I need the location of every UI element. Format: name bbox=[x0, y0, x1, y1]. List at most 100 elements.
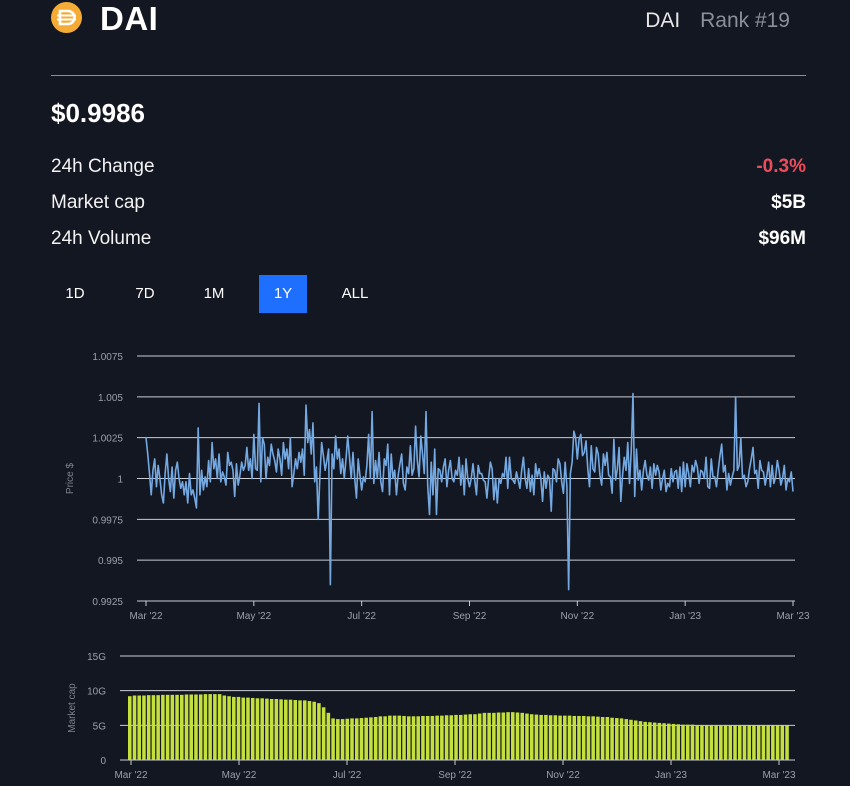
market-cap-bar bbox=[520, 712, 524, 760]
x-tick-label: Sep '22 bbox=[438, 770, 472, 781]
market-cap-bar bbox=[572, 715, 577, 760]
market-cap-bar bbox=[685, 724, 690, 760]
market-cap-bar bbox=[525, 713, 529, 760]
market-cap-bar bbox=[742, 725, 747, 760]
tab-7d[interactable]: 7D bbox=[135, 285, 155, 302]
market-cap-bar bbox=[302, 700, 307, 760]
market-cap-bar bbox=[151, 695, 156, 760]
market-cap-bar bbox=[596, 716, 600, 760]
stat-value: $5B bbox=[771, 192, 806, 213]
market-cap-bar bbox=[317, 703, 321, 760]
market-cap-bar bbox=[586, 716, 591, 760]
x-tick-label: Jul '22 bbox=[347, 611, 376, 622]
y-tick-label: 10G bbox=[87, 687, 106, 698]
market-cap-bar bbox=[567, 715, 572, 760]
market-cap-bar bbox=[544, 714, 548, 760]
tab-1m[interactable]: 1M bbox=[203, 285, 225, 302]
dai-coin-icon bbox=[51, 2, 82, 33]
market-cap-bar bbox=[435, 715, 439, 760]
y-axis-label: Market cap bbox=[67, 683, 78, 733]
market-cap-bar bbox=[146, 695, 151, 760]
x-tick-label: May '22 bbox=[236, 611, 271, 622]
market-cap-bar bbox=[402, 715, 406, 760]
stat-24h-change: 24h Change -0.3% bbox=[51, 156, 806, 184]
market-cap-bar bbox=[184, 694, 189, 760]
x-tick-label: Mar '22 bbox=[114, 770, 147, 781]
price-chart: 1.0075 1.005 1.0025 1 0.9975 0.995 0.9925 Price… bbox=[65, 352, 810, 622]
market-cap-bar bbox=[288, 699, 293, 760]
y-tick-label: 1.0025 bbox=[92, 434, 123, 445]
coin-name: DAI bbox=[100, 0, 159, 37]
x-tick-label: Mar '23 bbox=[762, 770, 795, 781]
market-cap-bar bbox=[638, 721, 643, 760]
market-cap-bar bbox=[454, 714, 458, 760]
market-cap-bar bbox=[511, 712, 515, 760]
market-cap-bar bbox=[681, 724, 685, 760]
market-cap-bar bbox=[648, 722, 652, 760]
market-cap-bar bbox=[241, 697, 246, 760]
market-cap-bar bbox=[459, 714, 463, 760]
market-cap-bar bbox=[284, 699, 288, 760]
tab-all[interactable]: ALL bbox=[341, 285, 369, 302]
market-cap-bar bbox=[477, 713, 482, 760]
market-cap-bar bbox=[236, 696, 241, 760]
market-cap-bar bbox=[615, 718, 619, 760]
coin-symbol: DAI bbox=[645, 9, 681, 32]
market-cap-bar bbox=[260, 698, 264, 760]
y-axis-label: Price $ bbox=[65, 463, 76, 495]
market-cap-bar bbox=[539, 714, 543, 760]
market-cap-bar bbox=[529, 714, 534, 760]
tab-1d[interactable]: 1D bbox=[65, 285, 85, 302]
market-cap-bar bbox=[463, 714, 468, 760]
market-cap-bar bbox=[213, 694, 217, 760]
market-cap-bar bbox=[785, 725, 789, 760]
market-cap-bar bbox=[581, 715, 586, 760]
market-cap-bar bbox=[194, 694, 198, 760]
x-tick-label: Nov '22 bbox=[546, 770, 580, 781]
y-tick-label: 0.9925 bbox=[92, 597, 123, 608]
market-cap-bar bbox=[752, 725, 756, 760]
market-cap-bar bbox=[624, 719, 629, 760]
market-cap-bar bbox=[364, 717, 368, 760]
market-cap-bar bbox=[482, 712, 487, 760]
y-tick-label: 0 bbox=[100, 756, 106, 767]
market-cap-bar bbox=[217, 694, 222, 760]
x-tick-label: May '22 bbox=[222, 770, 257, 781]
market-cap-bar bbox=[440, 715, 444, 760]
market-cap-bar bbox=[662, 723, 666, 760]
market-cap-bar bbox=[411, 716, 416, 760]
market-cap-bar bbox=[492, 712, 496, 760]
market-cap-bar bbox=[766, 725, 770, 760]
market-cap-bar bbox=[175, 694, 179, 760]
market-cap-bar bbox=[383, 716, 387, 760]
header: DAI DAI Rank #19 bbox=[51, 0, 806, 76]
market-cap-bar bbox=[406, 716, 411, 760]
market-cap-bar bbox=[250, 697, 255, 760]
market-cap-bar bbox=[506, 712, 510, 760]
market-cap-bar bbox=[563, 715, 567, 760]
x-tick-label: Jul '22 bbox=[333, 770, 362, 781]
market-cap-bar bbox=[771, 725, 775, 760]
y-tick-label: 0.9975 bbox=[92, 515, 123, 526]
market-cap-bar bbox=[671, 723, 676, 760]
market-cap-bar bbox=[369, 717, 373, 760]
market-cap-bar bbox=[775, 725, 780, 760]
x-tick-label: Jan '23 bbox=[655, 770, 687, 781]
tab-1y[interactable]: 1Y bbox=[259, 275, 307, 313]
market-cap-bar bbox=[307, 701, 312, 760]
market-cap-bar bbox=[468, 714, 472, 760]
price-series-line bbox=[145, 392, 794, 591]
market-cap-bar bbox=[392, 715, 397, 760]
market-cap-bar bbox=[487, 712, 491, 760]
market-cap-bar bbox=[293, 700, 298, 760]
y-tick-label: 1 bbox=[117, 475, 123, 486]
stat-24h-volume: 24h Volume $96M bbox=[51, 228, 806, 256]
market-cap-bar bbox=[700, 724, 704, 760]
stat-label: Market cap bbox=[51, 192, 145, 213]
market-cap-bar bbox=[274, 698, 279, 760]
market-cap-bar bbox=[203, 694, 208, 760]
x-tick-label: Mar '23 bbox=[776, 611, 809, 622]
market-cap-bar bbox=[719, 724, 723, 760]
market-cap-bar bbox=[416, 716, 420, 760]
market-cap-bar bbox=[421, 715, 425, 760]
